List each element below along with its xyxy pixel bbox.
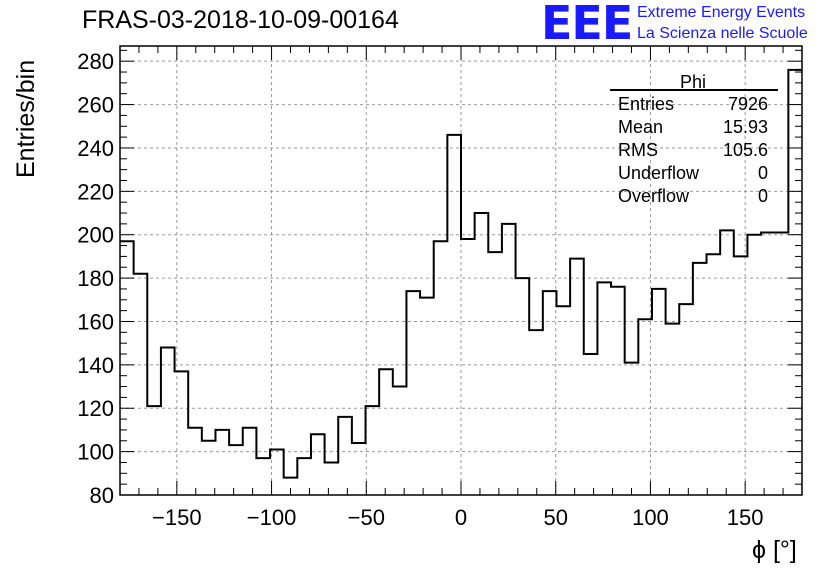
histogram-bin bbox=[775, 231, 789, 235]
histogram-bin bbox=[597, 280, 611, 284]
histogram-bin bbox=[625, 361, 639, 365]
histogram-bin bbox=[543, 289, 557, 293]
histogram-bin bbox=[297, 456, 311, 460]
histogram-bin bbox=[188, 426, 202, 430]
stat-overflow-value: 0 bbox=[757, 186, 768, 206]
y-tick-label: 180 bbox=[77, 266, 114, 291]
histogram-bin bbox=[461, 237, 475, 241]
y-tick-label: 260 bbox=[77, 93, 114, 118]
stat-entries-value: 7926 bbox=[727, 94, 768, 114]
chart-title: FRAS-03-2018-10-09-00164 bbox=[82, 6, 399, 34]
histogram-bin bbox=[270, 447, 284, 451]
histogram-bin bbox=[720, 228, 734, 232]
stat-rms-label: RMS bbox=[618, 140, 658, 160]
histogram-bin bbox=[175, 369, 189, 373]
y-tick-label: 220 bbox=[77, 179, 114, 204]
y-tick-label: 80 bbox=[90, 483, 114, 508]
y-tick-label: 140 bbox=[77, 353, 114, 378]
x-axis-label: ϕ [°] bbox=[752, 536, 797, 564]
histogram-bin bbox=[147, 404, 161, 408]
histogram-bin bbox=[229, 443, 243, 447]
histogram-bin bbox=[284, 476, 298, 480]
histogram-bin bbox=[434, 239, 448, 243]
histogram-bin bbox=[502, 222, 516, 226]
stats-title: Phi bbox=[680, 72, 707, 92]
y-axis-label: Entries/bin bbox=[12, 60, 40, 178]
x-tick-label: −50 bbox=[348, 505, 385, 530]
logo-line-2: La Scienza nelle Scuole bbox=[637, 25, 808, 42]
histogram-bin bbox=[516, 276, 530, 280]
histogram-bin bbox=[488, 250, 502, 254]
histogram-bin bbox=[584, 352, 598, 356]
histogram-bin bbox=[366, 404, 380, 408]
histogram-bin bbox=[734, 254, 748, 258]
histogram-bin bbox=[325, 460, 339, 464]
histogram-bin bbox=[243, 426, 257, 430]
histogram-bin bbox=[134, 272, 148, 276]
histogram-bin bbox=[379, 367, 393, 371]
eee-logo: EEE bbox=[541, 0, 633, 50]
histogram-bin bbox=[666, 322, 680, 326]
histogram-bin bbox=[679, 302, 693, 306]
histogram-bin bbox=[311, 432, 325, 436]
histogram-bin bbox=[420, 296, 434, 300]
histogram-bin bbox=[529, 328, 543, 332]
stat-entries-label: Entries bbox=[618, 94, 675, 114]
histogram-bin bbox=[638, 317, 652, 321]
x-tick-label: 50 bbox=[543, 505, 567, 530]
histogram-bin bbox=[693, 261, 707, 265]
x-tick-label: −100 bbox=[247, 505, 297, 530]
histogram-bin bbox=[570, 257, 584, 261]
histogram-bin bbox=[215, 428, 229, 432]
stat-underflow-label: Underflow bbox=[618, 163, 700, 183]
histogram-bin bbox=[761, 231, 775, 235]
x-tick-label: 150 bbox=[727, 505, 764, 530]
y-tick-label: 240 bbox=[77, 136, 114, 161]
histogram-bin bbox=[338, 415, 352, 419]
histogram-bin bbox=[556, 304, 570, 308]
histogram-bin bbox=[475, 211, 489, 215]
y-tick-label: 280 bbox=[77, 49, 114, 74]
logo-line-1: Extreme Energy Events bbox=[637, 4, 806, 21]
stat-overflow-label: Overflow bbox=[618, 186, 690, 206]
histogram-bin bbox=[202, 439, 216, 443]
x-tick-label: 100 bbox=[632, 505, 669, 530]
stat-rms-value: 105.6 bbox=[722, 140, 768, 160]
y-tick-label: 160 bbox=[77, 309, 114, 334]
histogram-bin bbox=[406, 289, 420, 293]
x-tick-label: 0 bbox=[455, 505, 467, 530]
histogram-bin bbox=[707, 252, 721, 256]
y-tick-label: 200 bbox=[77, 223, 114, 248]
histogram-bin bbox=[352, 441, 366, 445]
histogram-bin bbox=[652, 287, 666, 291]
y-tick-label: 120 bbox=[77, 396, 114, 421]
histogram-bin bbox=[161, 346, 175, 350]
histogram-bin bbox=[788, 68, 802, 72]
histogram-bin bbox=[393, 385, 407, 389]
histogram-bin bbox=[120, 239, 134, 243]
y-tick-label: 100 bbox=[77, 440, 114, 465]
stat-underflow-value: 0 bbox=[757, 163, 768, 183]
histogram-bin bbox=[611, 285, 625, 289]
histogram-line bbox=[120, 68, 802, 479]
x-tick-label: −150 bbox=[152, 505, 202, 530]
histogram-bin bbox=[447, 133, 461, 137]
stat-mean-value: 15.93 bbox=[722, 117, 768, 137]
histogram-bin bbox=[747, 233, 761, 237]
stat-mean-label: Mean bbox=[618, 117, 664, 137]
y-axis-label-box: Entries/bin bbox=[12, 60, 40, 178]
histogram-bin bbox=[256, 456, 270, 460]
